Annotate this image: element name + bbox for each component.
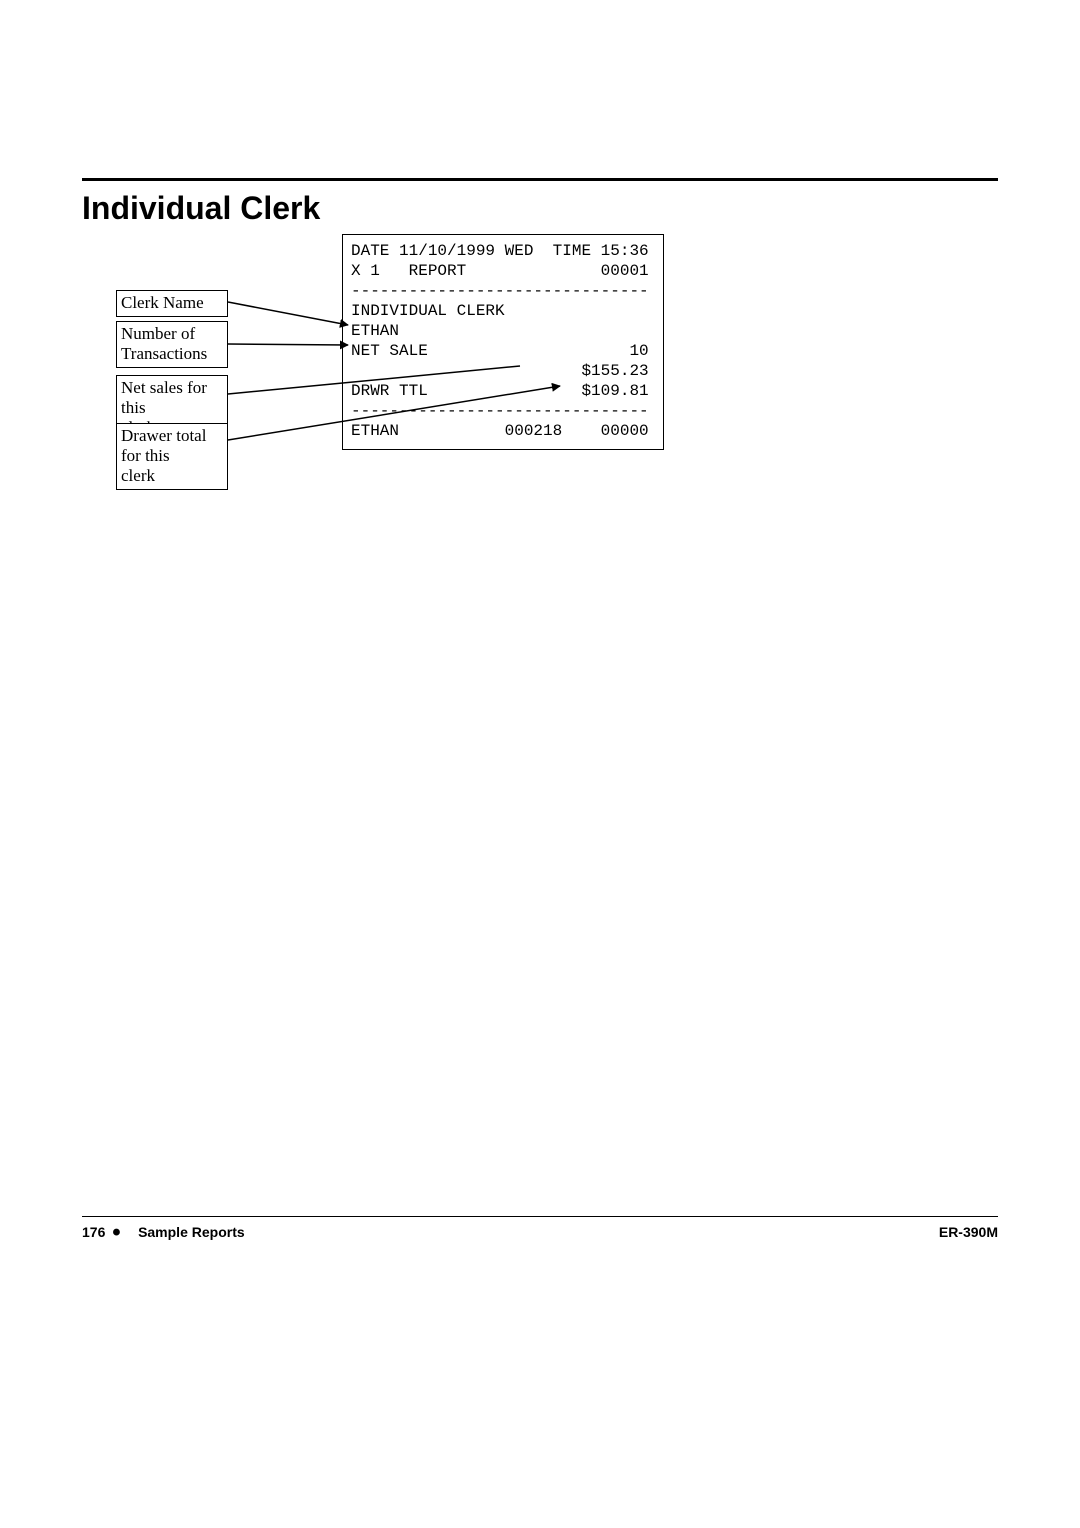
receipt-footer-line: ETHAN 000218 00000 — [351, 422, 649, 440]
connectors-overlay — [0, 0, 1080, 1528]
annotation-clerk-name: Clerk Name — [116, 290, 228, 317]
footer-page-number: 176 — [82, 1224, 105, 1240]
footer-left: 176 • Sample Reports — [82, 1224, 245, 1240]
receipt-netamt-line: $155.23 — [351, 362, 649, 380]
receipt-date-line: DATE 11/10/1999 WED TIME 15:36 — [351, 242, 649, 260]
receipt-name-line: ETHAN — [351, 322, 399, 340]
receipt-drwr-line: DRWR TTL $109.81 — [351, 382, 649, 400]
receipt-mode-line: X 1 REPORT 00001 — [351, 262, 649, 280]
annotation-drawer-total: Drawer total for thisclerk — [116, 423, 228, 490]
annotation-num-transactions: Number ofTransactions — [116, 321, 228, 368]
receipt-netsale-line: NET SALE 10 — [351, 342, 649, 360]
receipt-header-line: INDIVIDUAL CLERK — [351, 302, 505, 320]
receipt-sample: DATE 11/10/1999 WED TIME 15:36 X 1 REPOR… — [342, 234, 664, 450]
receipt-separator: ------------------------------- — [351, 282, 649, 300]
page-title: Individual Clerk — [82, 190, 320, 227]
footer-bullet-icon: • — [109, 1221, 138, 1248]
top-rule — [82, 178, 998, 181]
footer-model: ER-390M — [939, 1224, 998, 1240]
receipt-separator-2: ------------------------------- — [351, 402, 649, 420]
footer-section: Sample Reports — [138, 1224, 245, 1240]
bottom-rule — [82, 1216, 998, 1217]
